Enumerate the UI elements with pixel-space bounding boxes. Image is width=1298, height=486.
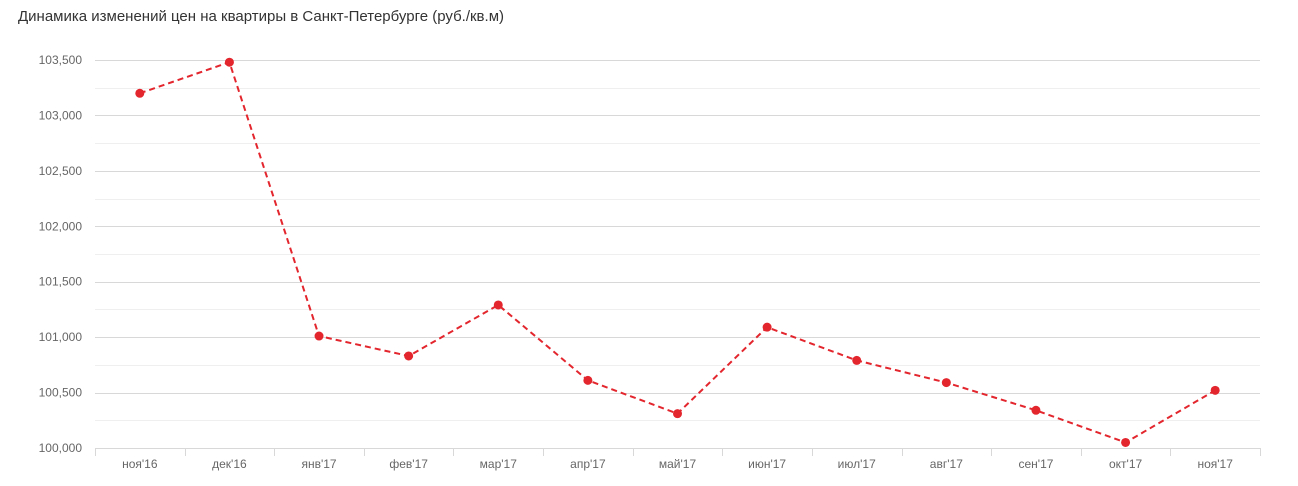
data-point [1121, 437, 1131, 447]
x-tick-label: мар'17 [480, 457, 518, 471]
y-tick-label: 103,500 [39, 53, 83, 67]
y-tick-label: 101,000 [39, 330, 83, 344]
x-tick-label: июн'17 [748, 457, 786, 471]
data-point [493, 300, 503, 310]
y-tick-label: 100,500 [39, 386, 83, 400]
data-point [1031, 405, 1041, 415]
data-point [852, 355, 862, 365]
data-point [314, 331, 324, 341]
data-point [673, 409, 682, 419]
y-tick-label: 102,000 [39, 219, 83, 233]
x-axis-tick-labels: ноя'16 дек'16 янв'17 фев'17 мар'17 апр'17 май'… [122, 457, 1233, 471]
data-point [941, 378, 951, 388]
data-point [1210, 385, 1220, 395]
y-tick-label: 102,500 [39, 164, 83, 178]
data-point [583, 375, 593, 385]
grid-layer [95, 60, 1261, 456]
x-tick-label: май'17 [659, 457, 697, 471]
chart-title: Динамика изменений цен на квартиры в Сан… [18, 8, 504, 25]
x-tick-label: янв'17 [301, 457, 336, 471]
y-tick-label: 101,500 [39, 275, 83, 289]
data-point [135, 88, 145, 98]
data-point [762, 322, 772, 332]
x-tick-label: дек'16 [212, 457, 247, 471]
x-tick-label: апр'17 [570, 457, 606, 471]
x-tick-label: ноя'16 [122, 457, 158, 471]
y-tick-label: 103,000 [39, 108, 83, 122]
x-tick-label: сен'17 [1018, 457, 1053, 471]
series-layer [135, 57, 1220, 447]
x-tick-label: фев'17 [389, 457, 428, 471]
x-tick-label: июл'17 [838, 457, 876, 471]
series-line [139, 60, 1216, 444]
data-point [404, 351, 414, 361]
x-tick-label: окт'17 [1109, 457, 1143, 471]
y-tick-label: 100,000 [39, 441, 83, 455]
y-axis-tick-labels: 100,000 100,500 101,000 101,500 102,000 102,5… [39, 53, 83, 455]
x-tick-label: авг'17 [930, 457, 963, 471]
data-point [224, 57, 234, 67]
x-tick-label: ноя'17 [1197, 457, 1233, 471]
